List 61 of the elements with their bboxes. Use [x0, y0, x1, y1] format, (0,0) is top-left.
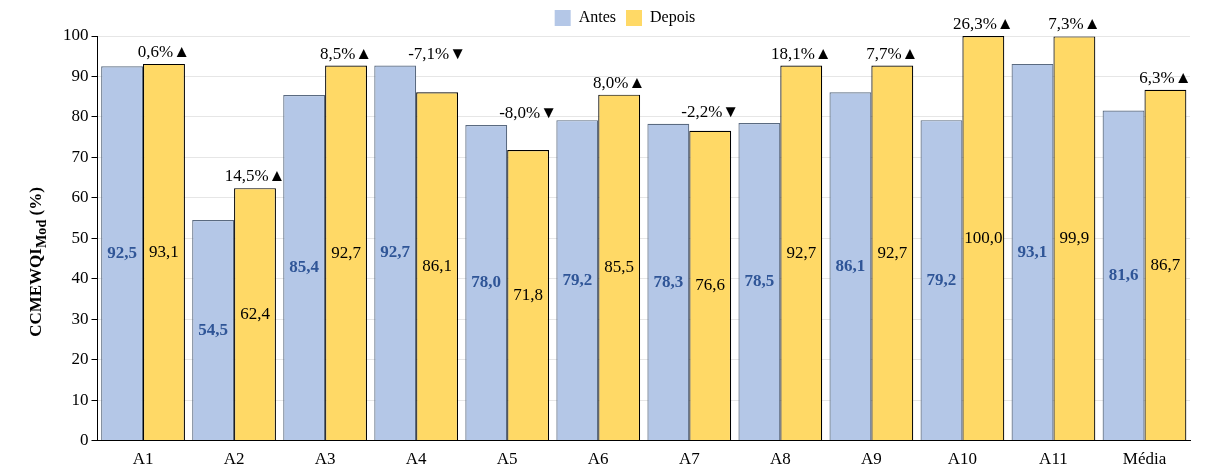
data-label: 92,5 — [107, 242, 137, 262]
x-tick-label: A9 — [860, 449, 882, 469]
data-label: 93,1 — [1017, 241, 1048, 261]
data-label: 92,7 — [380, 242, 411, 262]
x-tick-label: A4 — [405, 449, 428, 469]
annotation: -2,2%▼ — [681, 101, 740, 121]
data-label: 78,0 — [471, 272, 502, 292]
legend-label: Depois — [650, 8, 696, 27]
annotation: 7,3%▲ — [1048, 14, 1101, 34]
data-label: 54,5 — [198, 319, 228, 339]
x-tick-label: A6 — [587, 449, 609, 469]
y-tick-label: 30 — [71, 308, 89, 328]
data-label: 86,1 — [422, 255, 452, 275]
data-label: 86,1 — [835, 255, 866, 275]
x-tick-label: A8 — [769, 449, 791, 469]
data-label: 78,5 — [744, 271, 775, 291]
annotation: 26,3%▲ — [952, 13, 1014, 33]
data-label: 71,8 — [513, 284, 543, 304]
annotation: 8,0%▲ — [593, 72, 646, 92]
x-tick-label: A7 — [678, 449, 701, 469]
y-tick-label: 10 — [71, 389, 89, 409]
data-label: 86,7 — [1150, 254, 1181, 274]
data-label: 85,4 — [289, 257, 320, 277]
x-tick-label: A5 — [496, 449, 518, 469]
data-label: 93,1 — [149, 241, 179, 261]
data-label: 79,2 — [926, 269, 957, 289]
data-label: 99,9 — [1059, 227, 1090, 247]
annotation: -7,1%▼ — [408, 43, 467, 63]
y-tick-label: 50 — [71, 227, 89, 247]
data-label: 92,7 — [877, 242, 908, 262]
annotation: 8,5%▲ — [319, 43, 373, 63]
data-label: 62,4 — [240, 303, 271, 323]
legend-label: Antes — [578, 8, 616, 26]
y-tick-label: 20 — [71, 349, 89, 369]
x-tick-label: A11 — [1039, 449, 1068, 469]
x-tick-label: A2 — [223, 449, 245, 469]
y-tick-label: 80 — [71, 106, 89, 126]
y-tick-label: 90 — [71, 65, 89, 85]
data-label: 78,3 — [653, 271, 684, 291]
y-tick-label: 0 — [80, 430, 89, 450]
y-tick-label: 70 — [71, 146, 89, 166]
data-label: 92,7 — [331, 242, 362, 262]
y-tick-label: 40 — [71, 268, 89, 288]
y-tick-label: 100 — [63, 25, 89, 45]
annotation: 0,6%▲ — [137, 41, 191, 61]
data-label: 76,6 — [695, 275, 726, 295]
y-tick-label: 60 — [71, 187, 89, 207]
x-tick-label: Média — [1122, 449, 1167, 469]
data-label: 85,5 — [604, 257, 635, 277]
annotation: 6,3%▲ — [1139, 67, 1192, 87]
annotation: 7,7%▲ — [866, 43, 919, 63]
annotation: -8,0%▼ — [499, 102, 558, 122]
data-label: 100,0 — [964, 227, 1003, 247]
annotation: 18,1%▲ — [770, 43, 832, 63]
data-label: 79,2 — [562, 269, 593, 289]
x-tick-label: A3 — [314, 449, 336, 469]
data-label: 81,6 — [1108, 264, 1139, 284]
data-label: 92,7 — [786, 242, 817, 262]
annotation: 14,5%▲ — [224, 166, 286, 186]
x-tick-label: A10 — [947, 449, 978, 469]
x-tick-label: A1 — [132, 449, 154, 469]
